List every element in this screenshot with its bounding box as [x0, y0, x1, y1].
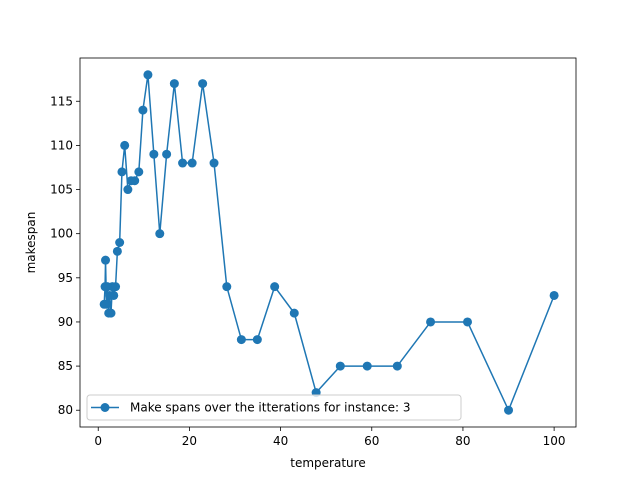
data-point — [101, 255, 111, 265]
data-point — [426, 317, 436, 327]
legend-entry-label: Make spans over the itterations for inst… — [130, 401, 411, 415]
legend-box — [86, 394, 462, 421]
data-point — [117, 167, 127, 177]
data-point — [187, 158, 197, 168]
data-point — [126, 176, 136, 186]
x-tick-label: 80 — [455, 434, 470, 448]
data-point — [99, 299, 109, 309]
y-tick-label: 80 — [58, 403, 73, 417]
x-tick-label: 20 — [182, 434, 197, 448]
data-point — [115, 238, 125, 247]
data-point — [198, 79, 208, 89]
y-tick-label: 95 — [58, 271, 73, 285]
data-point — [120, 140, 130, 150]
y-tick-label: 90 — [58, 315, 73, 329]
data-point — [504, 405, 514, 415]
data-point — [155, 229, 165, 239]
y-axis-label: makespan — [24, 212, 38, 274]
legend: Make spans over the itterations for inst… — [86, 394, 462, 421]
data-point — [549, 290, 559, 300]
data-point — [162, 149, 172, 159]
data-point — [236, 335, 246, 345]
data-point — [252, 335, 262, 345]
data-point — [270, 282, 280, 292]
data-point — [104, 308, 114, 318]
data-point — [100, 282, 110, 292]
data-point — [209, 158, 219, 168]
data-point — [362, 361, 372, 371]
y-tick-label: 105 — [50, 183, 73, 197]
data-point — [138, 105, 148, 115]
x-tick-label: 60 — [364, 434, 379, 448]
data-point — [289, 308, 299, 318]
y-tick-label: 85 — [58, 359, 73, 373]
x-tick-label: 40 — [273, 434, 288, 448]
x-tick-label: 0 — [94, 434, 102, 448]
data-point — [123, 185, 133, 195]
x-axis-label: temperature — [290, 456, 365, 470]
plot-area-frame — [79, 57, 577, 428]
data-point — [169, 79, 179, 89]
x-tick-label: 100 — [543, 434, 566, 448]
data-point — [463, 317, 472, 327]
y-tick-label: 110 — [50, 138, 73, 152]
data-point — [335, 361, 345, 371]
data-point — [105, 290, 115, 300]
data-point — [143, 70, 153, 80]
y-tick-label: 100 — [50, 227, 73, 241]
data-point — [178, 158, 188, 168]
data-point — [392, 361, 402, 371]
legend-marker-swatch — [100, 403, 110, 412]
data-point — [134, 167, 144, 177]
data-point — [149, 149, 159, 159]
y-tick-label: 115 — [50, 94, 73, 108]
data-point — [112, 246, 122, 256]
data-point — [222, 282, 232, 292]
